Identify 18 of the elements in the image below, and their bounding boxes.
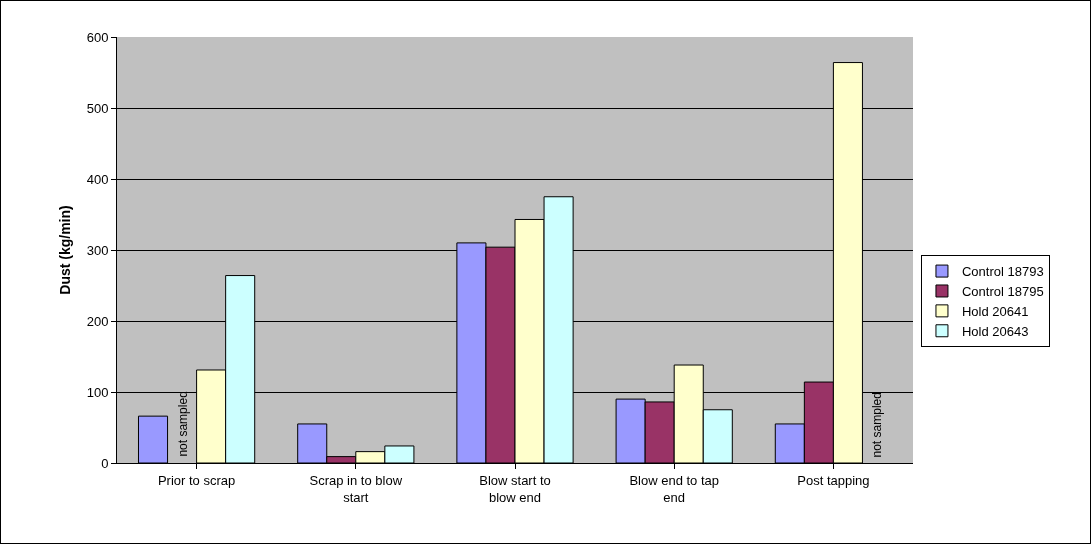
x-tick-label: Prior to scrap [157,472,236,488]
y-tick-label: 600 [86,29,109,45]
annotation: not sampled [870,392,885,458]
legend-label: Control 18795 [961,284,1044,300]
y-tick-label: 500 [86,100,109,116]
x-tick-label: Scrap in to blow start [309,472,403,505]
y-axis-title: Dust (kg/min) [57,205,74,295]
x-tick-label: Blow start to blow end [479,472,551,505]
x-tick-label: Blow end to tap end [629,472,720,505]
y-tick-label: 0 [101,455,109,471]
legend-label: Hold 20641 [961,303,1029,319]
y-tick-label: 200 [86,313,109,329]
legend-label: Hold 20643 [961,323,1029,339]
y-tick-label: 400 [86,171,109,187]
y-tick-label: 300 [86,242,109,258]
y-tick-label: 100 [86,384,109,400]
x-tick-label: Post tapping [797,472,870,488]
legend-label: Control 18793 [961,264,1044,280]
